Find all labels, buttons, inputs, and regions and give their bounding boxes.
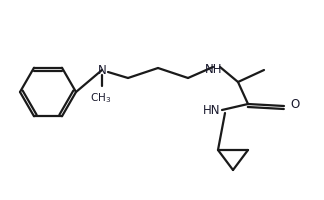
Text: CH$_3$: CH$_3$ <box>90 91 111 105</box>
Text: N: N <box>98 64 106 76</box>
Text: HN: HN <box>202 104 220 117</box>
Text: NH: NH <box>205 63 223 76</box>
Text: O: O <box>290 98 299 112</box>
